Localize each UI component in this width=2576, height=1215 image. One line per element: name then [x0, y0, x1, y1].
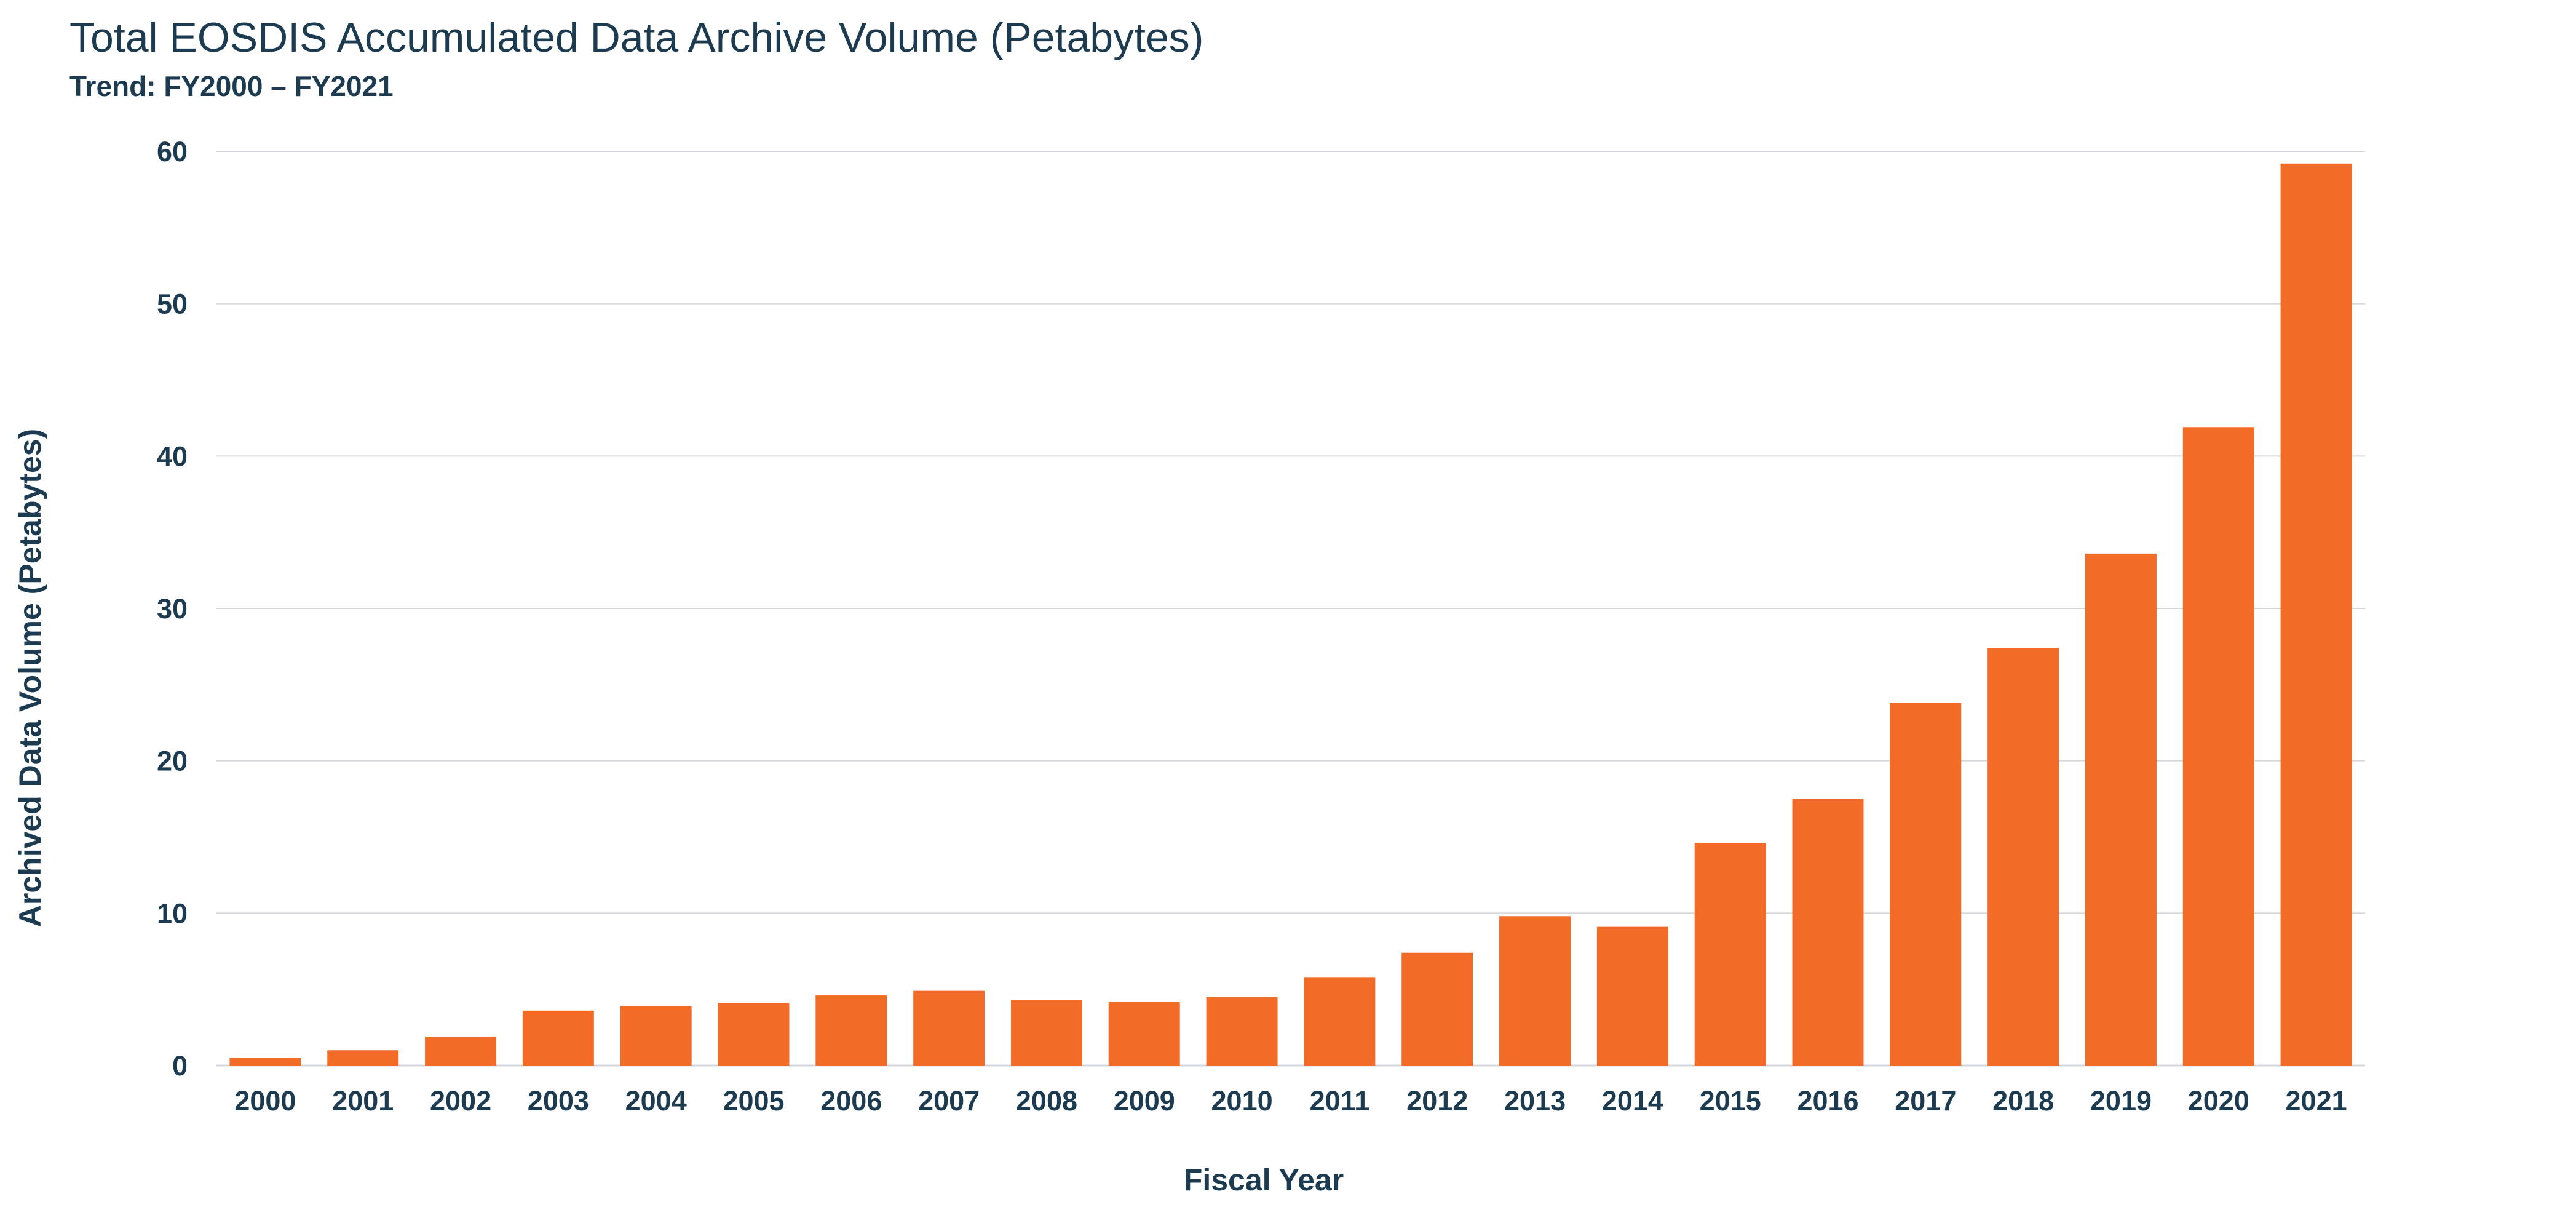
bar-2002	[425, 1036, 497, 1066]
bars	[229, 163, 2352, 1066]
y-axis-ticks: 0 10 20 30 40 50 60	[157, 136, 188, 1082]
x-axis-label: Fiscal Year	[1184, 1163, 1344, 1197]
bar-2018	[1987, 648, 2059, 1066]
x-tick-label: 2021	[2286, 1085, 2347, 1117]
chart-subtitle: Trend: FY2000 – FY2021	[69, 70, 394, 102]
bar-2015	[1694, 843, 1766, 1066]
x-tick-label: 2000	[234, 1085, 296, 1117]
x-tick-label: 2005	[723, 1085, 784, 1117]
y-tick-label: 30	[157, 593, 188, 624]
x-tick-label: 2018	[1992, 1085, 2054, 1117]
x-tick-label: 2001	[332, 1085, 394, 1117]
x-tick-label: 2011	[1310, 1085, 1370, 1117]
x-tick-label: 2014	[1602, 1085, 1663, 1117]
y-tick-label: 10	[157, 898, 188, 929]
x-tick-label: 2013	[1504, 1085, 1566, 1117]
x-tick-label: 2016	[1797, 1085, 1858, 1117]
bar-2020	[2182, 427, 2254, 1066]
x-tick-label: 2019	[2090, 1085, 2152, 1117]
bar-2003	[522, 1010, 594, 1066]
bar-2001	[327, 1050, 399, 1066]
y-tick-label: 40	[157, 440, 188, 472]
y-tick-label: 50	[157, 289, 188, 320]
x-tick-label: 2006	[820, 1085, 882, 1117]
bar-2009	[1108, 1001, 1180, 1066]
bar-2012	[1401, 952, 1473, 1066]
x-tick-label: 2020	[2188, 1085, 2249, 1117]
x-tick-label: 2004	[625, 1085, 687, 1117]
x-tick-label: 2002	[430, 1085, 491, 1117]
y-tick-label: 0	[172, 1050, 188, 1082]
bar-2008	[1010, 1000, 1082, 1066]
bar-2013	[1499, 916, 1571, 1066]
y-axis-label: Archived Data Volume (Petabytes)	[13, 429, 47, 927]
x-tick-label: 2010	[1211, 1085, 1273, 1117]
y-tick-label: 20	[157, 746, 188, 777]
x-tick-label: 2015	[1700, 1085, 1761, 1117]
bar-2006	[815, 995, 887, 1066]
bar-2021	[2280, 163, 2352, 1066]
x-axis-ticks: 2000 2001 2002 2003 2004 2005 2006 2007 2008 2009…	[234, 1085, 2347, 1117]
chart-title: Total EOSDIS Accumulated Data Archive Vo…	[69, 14, 1204, 61]
bar-2007	[913, 990, 985, 1066]
x-tick-label: 2003	[528, 1085, 589, 1117]
bar-2016	[1792, 799, 1864, 1066]
bar-2005	[718, 1003, 790, 1066]
x-tick-label: 2009	[1114, 1085, 1175, 1117]
y-tick-label: 60	[157, 136, 188, 167]
x-tick-label: 2007	[918, 1085, 980, 1117]
bar-2010	[1206, 997, 1278, 1066]
x-tick-label: 2012	[1406, 1085, 1468, 1117]
x-tick-label: 2017	[1895, 1085, 1956, 1117]
bar-2011	[1304, 977, 1376, 1066]
bar-2019	[2085, 553, 2157, 1066]
x-tick-label: 2008	[1016, 1085, 1077, 1117]
bar-2017	[1890, 703, 1962, 1066]
bar-2014	[1596, 926, 1668, 1066]
bar-2004	[620, 1006, 692, 1066]
bar-2000	[229, 1058, 301, 1066]
